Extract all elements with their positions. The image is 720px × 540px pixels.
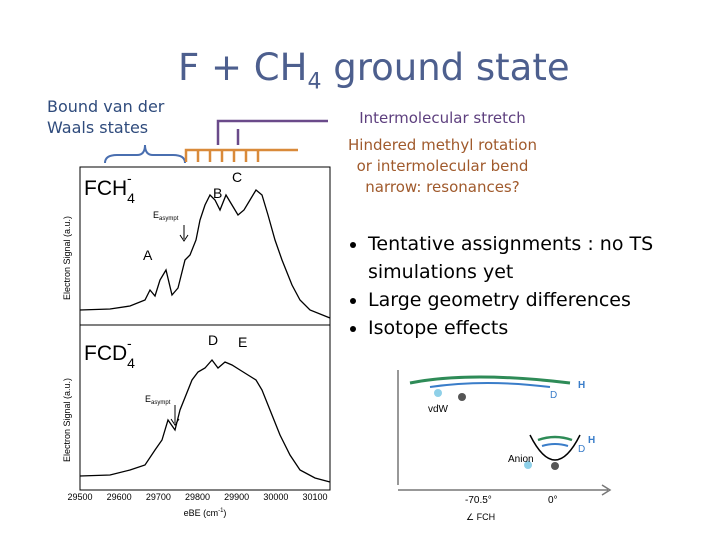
x-tick-label: 29900 [224,492,249,502]
atom [458,393,466,401]
x-tick-label: 29700 [146,492,171,502]
bullet: Large geometry differences [368,286,698,314]
title-text: F + CH [178,46,308,89]
pot-curve [529,434,581,461]
asympt-label: Easympt [145,394,171,406]
asympt-sub: asympt [151,400,171,406]
bullet: Isotope effects [368,314,698,342]
peak-label: D [208,332,218,348]
spectrum-curve [79,358,331,483]
stretch-label: Intermolecular stretch [359,109,526,127]
spectrum-curve [79,189,331,319]
bullet: Tentative assignments : no TS simulation… [368,230,698,286]
species: FCH [84,177,127,200]
panel-frame [79,324,331,491]
stretch-bracket [216,119,328,145]
asympt-arrow [170,405,180,426]
note-line: Waals states [47,118,149,137]
species-sub: 4 [127,355,135,371]
atom [524,461,532,469]
pot-label: H [588,435,595,446]
x-tick-label: 29500 [67,492,92,502]
x-tick-label: 29800 [185,492,210,502]
y-label: Electron Signal (a.u.) [62,378,72,462]
x-tick-label: 30100 [302,492,327,502]
x-label-text: eBE (cm [184,508,219,518]
peak-label: B [213,185,222,201]
x-label: eBE (cm-1) [184,508,227,518]
species: FCD [84,342,127,365]
pot-label: ∠ FCH [466,512,495,522]
pot-label: 0° [548,495,558,506]
title-rest: ground state [321,46,570,89]
species-label: FCD4 - [84,335,135,371]
left-note: Bound van der Waals states [47,96,164,138]
peak-label: C [232,169,242,185]
asympt: E [153,210,159,220]
asympt-label: Easympt [153,210,179,222]
pot-label: Anion [508,454,534,465]
species-sup: - [127,335,132,351]
x-label-end: ) [223,508,226,518]
asympt: E [145,394,151,404]
pot-label: D [578,444,585,455]
x-tick-label: 30000 [263,492,288,502]
peak-label: A [143,247,153,263]
pot-label: H [578,380,585,391]
x-ticks: 29500 29600 29700 29800 29900 30000 30100 [67,492,327,502]
species-sup: - [127,170,132,186]
y-label: Electron Signal (a.u.) [62,216,72,300]
note-line: Bound van der [47,97,165,116]
pot-curve [409,375,571,385]
atom [434,389,442,397]
pot-curve [541,443,569,447]
annotations: Intermolecular stretch Hindered methyl r… [335,108,550,198]
brace [104,144,186,164]
pot-curve [537,435,573,442]
pot-label: D [550,390,557,401]
pot-label: vdW [428,404,449,415]
bullet-list: Tentative assignments : no TS simulation… [340,230,698,342]
pot-curve [429,382,551,388]
asympt-arrow [179,225,189,242]
rotation-label: Hindered methyl rotation [348,136,537,154]
peak-label: E [238,334,247,350]
pot-label: -70.5° [465,495,492,506]
rotation-label: narrow: resonances? [365,178,520,196]
title: F + CH4 ground state [178,46,570,94]
asympt-sub: asympt [159,216,179,222]
species-sub: 4 [127,190,135,206]
atom [551,462,559,470]
pot-axes [397,370,612,496]
rotation-comb [184,148,298,162]
rotation-label: or intermolecular bend [356,157,529,175]
species-label: FCH4 - [84,170,135,206]
title-sub: 4 [307,69,322,95]
x-label-sup: -1 [218,508,224,514]
x-tick-label: 29600 [107,492,132,502]
